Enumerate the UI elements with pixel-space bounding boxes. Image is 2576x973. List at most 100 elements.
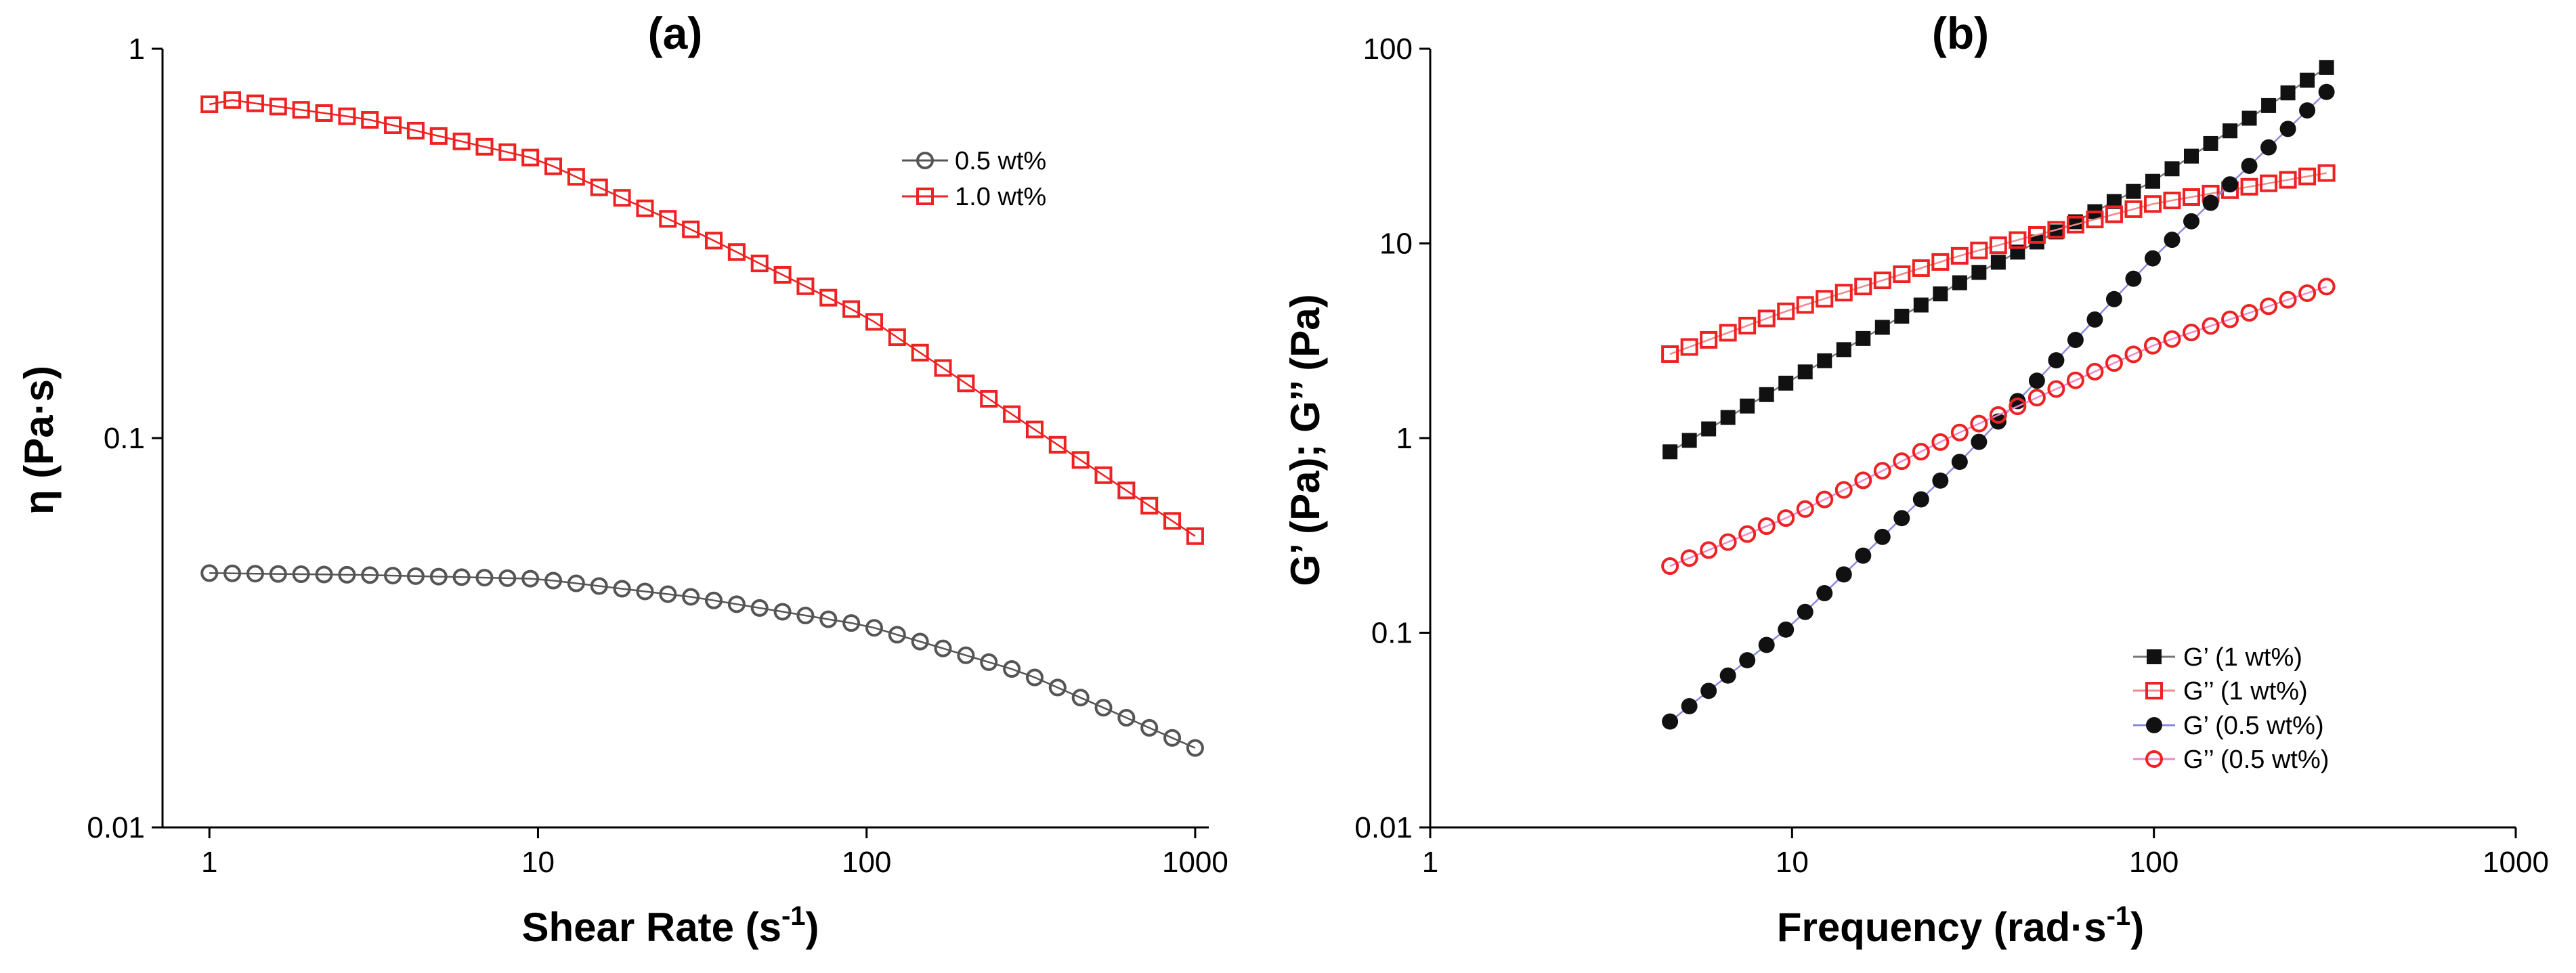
data-point [521, 148, 540, 167]
legend-label-g-prime-1-wt: G’ (1 wt%) [2183, 643, 2302, 672]
panel-b-x-axis-title: Frequency (rad·s-1) [1777, 901, 2144, 950]
panel-b-y-ticks: 0.01 0.1 1 10 100 [1354, 33, 1430, 844]
data-point [1855, 330, 1871, 346]
data-point [1970, 414, 1988, 433]
data-point [544, 571, 563, 590]
data-point [567, 574, 585, 592]
data-point [2048, 352, 2065, 369]
data-point [2164, 161, 2180, 177]
data-point [888, 626, 906, 644]
data-point [773, 603, 792, 621]
data-point [1950, 246, 1969, 265]
data-point [1971, 433, 1988, 450]
data-point [2261, 98, 2277, 113]
x-tick-label: 100 [2129, 846, 2178, 879]
panel-b-series-g-double-prime-0-5-wt [1661, 278, 2336, 576]
data-point [1912, 491, 1929, 508]
data-point [704, 232, 723, 250]
data-point [1797, 364, 1813, 380]
data-point [1816, 290, 1834, 308]
data-point [2086, 362, 2104, 381]
panel-a-label: (a) [648, 8, 703, 58]
x-tick-label: 100 [842, 846, 891, 879]
legend-label-g-double-prime-1-wt: G’’ (1 wt%) [2183, 677, 2308, 706]
data-point [2223, 123, 2238, 139]
data-point [338, 565, 356, 584]
data-point [1071, 451, 1090, 469]
data-point [957, 646, 975, 664]
data-point [2105, 205, 2123, 223]
data-point [2319, 60, 2334, 75]
data-point [1071, 689, 1090, 707]
data-point [659, 585, 677, 603]
data-point [269, 565, 287, 583]
legend-label-1-0-wt: 1.0 wt% [955, 183, 1046, 211]
data-point [1778, 621, 1795, 638]
data-point [1003, 660, 1021, 678]
data-point [1720, 410, 1736, 425]
data-point [1816, 585, 1833, 602]
data-point [1989, 406, 2007, 424]
data-point [980, 653, 998, 671]
data-point [613, 189, 631, 207]
panel-b-x-ticks: 1 10 100 1000 [1422, 827, 2549, 879]
data-point [1952, 275, 1967, 290]
data-point [1094, 699, 1113, 717]
data-point [819, 288, 838, 307]
data-point [1893, 265, 1911, 283]
data-point [2125, 270, 2142, 287]
panel-b-label: (b) [1932, 8, 1989, 58]
x-tick-label: 1000 [2483, 846, 2549, 879]
data-point [2047, 221, 2065, 239]
data-point [2317, 278, 2336, 296]
legend-entry-1-0-wt: 1.0 wt% [902, 183, 1046, 211]
panel-a-series-1-0-wt [200, 91, 1204, 545]
data-point [2280, 85, 2296, 101]
data-point [957, 374, 975, 393]
panel-b-series-g-prime-0-5-wt [1662, 83, 2335, 730]
data-point [819, 610, 838, 628]
y-tick-label: 0.1 [104, 422, 145, 455]
panel-a-y-axis-title: η (Pa·s) [16, 366, 62, 515]
data-point [1680, 338, 1698, 356]
data-point [1989, 236, 2007, 255]
data-point [498, 143, 517, 161]
data-point [2067, 332, 2084, 349]
data-point [750, 599, 769, 617]
data-point [2298, 167, 2317, 186]
data-point [384, 116, 402, 134]
data-point [1680, 549, 1698, 567]
data-point [2086, 311, 2103, 328]
data-point [2105, 290, 2122, 307]
data-point [2241, 110, 2257, 126]
data-point [2086, 211, 2104, 229]
data-point [773, 265, 792, 284]
data-point [2105, 354, 2123, 372]
data-point [1700, 330, 1718, 349]
panel-b-series-g-double-prime-1-wt [1661, 164, 2336, 363]
data-point [269, 98, 287, 116]
legend-entry-g-double-prime-1-wt: G’’ (1 wt%) [2133, 677, 2308, 706]
data-point [1873, 272, 1891, 290]
data-point [865, 619, 883, 637]
data-point [911, 343, 929, 362]
data-point [750, 255, 769, 273]
data-point [1816, 490, 1834, 509]
data-point [1894, 308, 1910, 324]
data-point [2202, 317, 2220, 335]
data-point [1836, 342, 1851, 358]
x-tick-label: 1 [201, 846, 217, 879]
data-point [980, 389, 998, 408]
data-point [2047, 380, 2065, 398]
data-point [1701, 421, 1717, 437]
data-point [1970, 241, 1988, 259]
data-point [1163, 512, 1182, 530]
x-tick-label: 10 [1776, 846, 1809, 879]
data-point [475, 137, 494, 156]
data-point [1700, 683, 1717, 699]
data-point [727, 243, 746, 261]
data-point [2144, 250, 2161, 267]
data-point [2183, 324, 2201, 342]
legend-entry-g-prime-0-5-wt: G’ (0.5 wt%) [2133, 712, 2324, 740]
data-point [2184, 148, 2199, 164]
